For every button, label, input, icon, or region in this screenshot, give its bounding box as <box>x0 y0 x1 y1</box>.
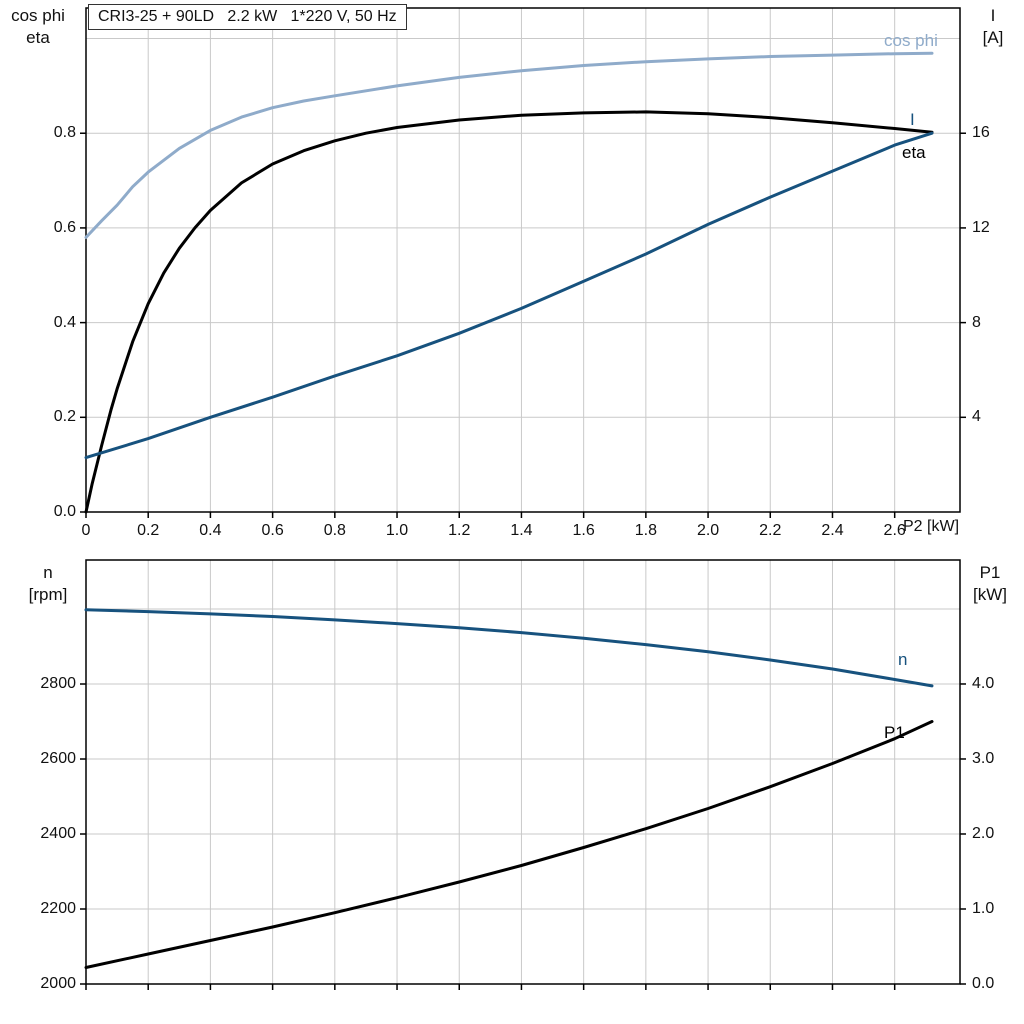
motor-electrical-x-tick-label: 1.6 <box>572 522 595 539</box>
motor-electrical-plot-frame <box>85 7 961 513</box>
motor-electrical-yr-tick-label: 16 <box>972 124 990 142</box>
eta-curve-label: eta <box>902 143 926 162</box>
motor-speed-power-yr-tick-label: 3.0 <box>972 749 995 767</box>
bottom-left-axis-title: n [rpm] <box>16 562 80 606</box>
top-left-axis-title: cos phi eta <box>2 5 74 49</box>
axis-title-eta: eta <box>26 28 50 47</box>
motor-electrical-x-tick-label: 0.4 <box>199 522 222 539</box>
motor-electrical-yr-tick-label: 4 <box>972 408 981 426</box>
motor-speed-power-plot-frame <box>85 559 961 985</box>
motor-electrical-x-tick-label: 1.4 <box>510 522 533 539</box>
n-curve <box>84 608 934 688</box>
axis-title-speed-unit: [rpm] <box>28 585 68 604</box>
motor-electrical-yl-tick-label: 0.6 <box>53 218 76 236</box>
motor-electrical-x-tick-label: 1.2 <box>448 522 471 539</box>
motor-electrical-x-tick-label: 0.6 <box>261 522 284 539</box>
motor-electrical-x-tick-label: 2.6 <box>883 522 906 539</box>
axis-title-cosphi: cos phi <box>11 6 65 25</box>
motor-electrical-yl-tick-label: 0.4 <box>53 313 76 331</box>
axis-title-p1: P1 <box>979 563 1001 582</box>
motor-speed-power-yl-tick-label: 2400 <box>40 825 76 842</box>
current-curve-label: I <box>910 110 915 129</box>
motor-speed-power-yr-tick-label: 2.0 <box>972 824 995 842</box>
motor-electrical-x-tick-label: 2.4 <box>821 522 844 539</box>
axis-title-p1-unit: [kW] <box>973 585 1007 604</box>
motor-speed-power-yr-tick-label: 0.0 <box>972 975 995 992</box>
motor-electrical-x-tick-label: 2.0 <box>696 522 720 539</box>
motor-speed-power-yl-tick-label: 2200 <box>40 900 76 917</box>
p1-curve-label: P1 <box>884 723 905 742</box>
axis-title-speed: n <box>43 563 53 582</box>
motor-speed-power-yl-tick-label: 2600 <box>40 750 76 767</box>
speed-curve-label: n <box>898 650 908 669</box>
motor-speed-power-yl-tick-label: 2000 <box>40 975 76 992</box>
motor-electrical-x-tick-label: 0.8 <box>323 522 346 539</box>
motor-electrical-x-tick-label: 1.8 <box>634 522 657 539</box>
i-curve <box>84 131 934 460</box>
cos-phi-curve <box>84 51 934 239</box>
motor-electrical-yl-tick-label: 0.0 <box>53 503 76 520</box>
motor-electrical-yl-tick-label: 0.2 <box>53 408 76 426</box>
axis-title-current-unit: [A] <box>982 28 1004 47</box>
motor-electrical-x-tick-label: 0 <box>81 522 91 539</box>
eta-curve <box>84 110 934 514</box>
bottom-right-axis-title: P1 [kW] <box>964 562 1016 606</box>
motor-electrical-x-tick-label: 1.0 <box>385 522 409 539</box>
motor-electrical-yr-tick-label: 8 <box>972 313 981 331</box>
axis-title-current: I <box>990 6 996 25</box>
motor-electrical-yl-tick-label: 0.8 <box>53 124 76 142</box>
x-axis-label: P2 [kW] <box>903 518 960 535</box>
cosphi-curve-label: cos phi <box>884 31 938 50</box>
motor-speed-power-yr-tick-label: 4.0 <box>972 674 995 692</box>
motor-electrical-x-tick-label: 0.2 <box>137 522 160 539</box>
top-right-axis-title: I [A] <box>968 5 1018 49</box>
p1-curve <box>84 720 934 969</box>
motor-speed-power-yl-tick-label: 2800 <box>40 675 76 692</box>
motor-electrical-x-tick-label: 2.2 <box>759 522 782 539</box>
chart-title-box: CRI3-25 + 90LD 2.2 kW 1*220 V, 50 Hz <box>88 4 407 30</box>
motor-speed-power-yr-tick-label: 1.0 <box>972 899 995 917</box>
motor-electrical-yr-tick-label: 12 <box>972 218 990 236</box>
